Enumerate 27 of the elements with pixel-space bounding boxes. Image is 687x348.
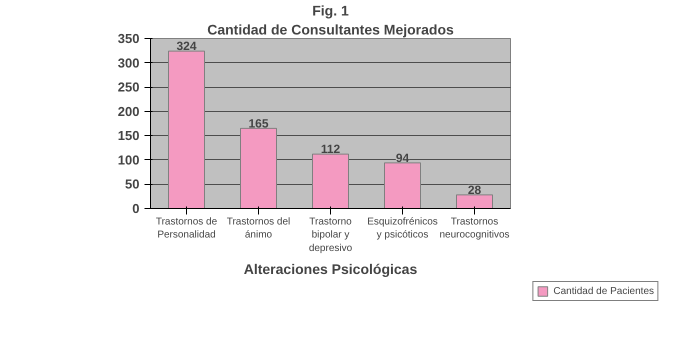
x-tick-label: Trastornos neurocognitivos xyxy=(439,216,510,241)
bar xyxy=(456,194,493,208)
y-tick-label: 200 xyxy=(118,104,140,119)
y-tick-label: 0 xyxy=(132,201,140,216)
y-tick-label: 50 xyxy=(125,176,140,192)
bar xyxy=(240,128,277,208)
chart-subtitle: Cantidad de Consultantes Mejorados xyxy=(207,22,454,38)
x-tick-label: Esquizofrénicos y psicóticos xyxy=(367,216,438,241)
data-label: 28 xyxy=(468,182,482,197)
x-tick-label: Trastornos del ánimo xyxy=(226,216,290,241)
data-label: 94 xyxy=(396,150,410,165)
x-tick-label: Trastorno bipolar y depresivo xyxy=(308,216,353,254)
data-label: 324 xyxy=(176,39,197,54)
bar xyxy=(384,162,421,208)
data-label: 112 xyxy=(320,142,341,156)
x-axis-title: Alteraciones Psicológicas xyxy=(244,260,418,277)
data-label: 165 xyxy=(248,116,269,130)
y-tick-label: 250 xyxy=(118,80,140,95)
bar xyxy=(168,50,205,208)
x-tick-label: Trastornos de Personalidad xyxy=(156,216,218,241)
y-tick-label: 350 xyxy=(118,31,140,46)
y-tick-label: 300 xyxy=(118,55,140,70)
legend-label: Cantidad de Pacientes xyxy=(553,285,654,297)
y-tick-label: 100 xyxy=(118,152,140,168)
y-tick-label: 150 xyxy=(118,128,140,144)
chart-title: Fig. 1 xyxy=(312,2,349,18)
bar xyxy=(312,154,349,208)
